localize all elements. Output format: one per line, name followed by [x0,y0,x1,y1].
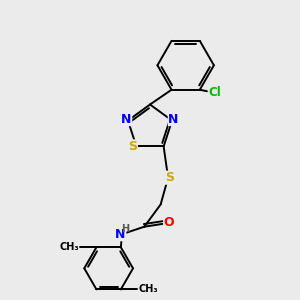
Text: S: S [128,140,137,153]
Text: N: N [115,228,126,241]
Text: Cl: Cl [209,86,222,99]
Text: N: N [121,112,132,126]
Text: S: S [165,171,174,184]
Text: N: N [168,112,179,126]
Text: O: O [164,216,174,229]
Text: CH₃: CH₃ [59,242,79,252]
Text: CH₃: CH₃ [138,284,158,294]
Text: H: H [121,224,129,234]
